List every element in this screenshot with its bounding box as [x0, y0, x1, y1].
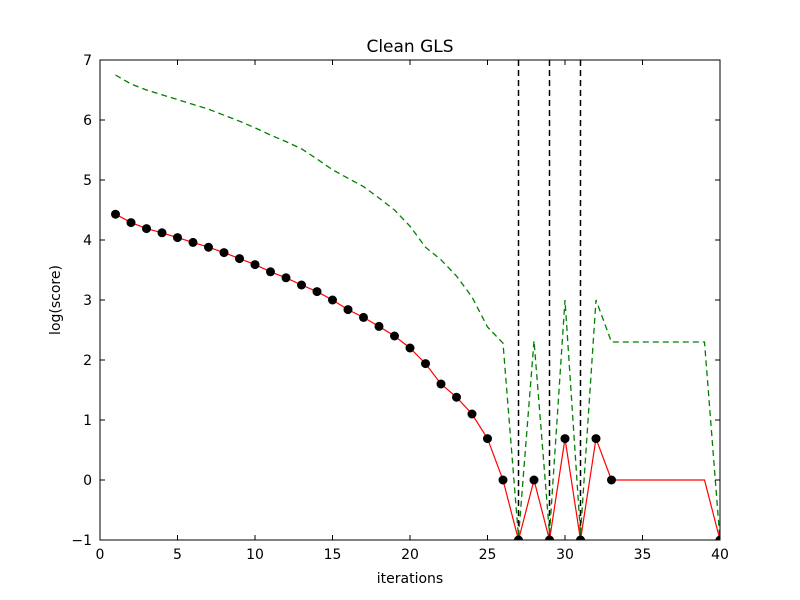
plot-frame — [99, 59, 721, 541]
data-point — [281, 273, 291, 283]
y-axis-label: log(score) — [48, 265, 64, 335]
data-point — [436, 379, 446, 389]
data-point — [607, 475, 616, 485]
y-tick-label: 2 — [83, 353, 92, 369]
data-point — [467, 409, 477, 419]
data-point — [576, 535, 585, 540]
data-point — [297, 280, 306, 290]
data-point — [374, 321, 384, 331]
y-tick-label: 3 — [83, 293, 92, 309]
x-tick-label: 10 — [246, 547, 264, 563]
data-point — [545, 535, 554, 540]
x-axis-label: iterations — [377, 571, 443, 587]
x-tick-label: 30 — [556, 547, 574, 563]
data-point — [173, 233, 182, 243]
y-tick-label: 0 — [83, 473, 92, 489]
data-point — [266, 267, 275, 277]
data-point — [498, 475, 508, 485]
data-point — [250, 260, 260, 270]
y-tick-label: 6 — [83, 113, 92, 129]
x-tick-label: 0 — [96, 547, 105, 563]
data-point — [390, 331, 399, 341]
data-point — [204, 242, 213, 252]
series-line-solid — [115, 213, 720, 540]
chart-title: Clean GLS — [366, 37, 453, 57]
data-point — [514, 535, 523, 540]
x-tick-label: 25 — [479, 547, 497, 563]
y-tick-label: 5 — [83, 173, 92, 189]
data-point — [188, 237, 198, 247]
data-point — [715, 535, 720, 540]
y-tick-label: 4 — [83, 233, 92, 249]
x-tick-label: 40 — [711, 547, 729, 563]
series-group — [111, 60, 720, 540]
data-point — [312, 287, 322, 297]
data-point — [328, 295, 337, 305]
data-point — [452, 392, 461, 402]
data-point — [142, 224, 151, 234]
data-point — [219, 248, 229, 258]
data-point — [421, 359, 430, 369]
data-point — [343, 305, 353, 315]
data-point — [529, 475, 539, 485]
y-tick-label: 7 — [83, 53, 92, 69]
x-tick-label: 15 — [324, 547, 342, 563]
y-tick-label: 1 — [83, 413, 92, 429]
data-point — [235, 254, 244, 264]
data-point — [560, 434, 570, 444]
data-point — [359, 312, 368, 322]
x-tick-label: 35 — [634, 547, 652, 563]
data-point — [111, 209, 120, 219]
data-point — [591, 434, 601, 444]
series-line-dashed — [115, 74, 720, 540]
data-point — [405, 343, 415, 353]
data-point — [483, 434, 492, 444]
x-tick-label: 20 — [401, 547, 419, 563]
x-tick-label: 5 — [173, 547, 182, 563]
y-tick-label: −1 — [71, 533, 92, 549]
data-point — [126, 218, 136, 228]
plot-area — [111, 60, 720, 540]
data-point — [157, 228, 167, 238]
